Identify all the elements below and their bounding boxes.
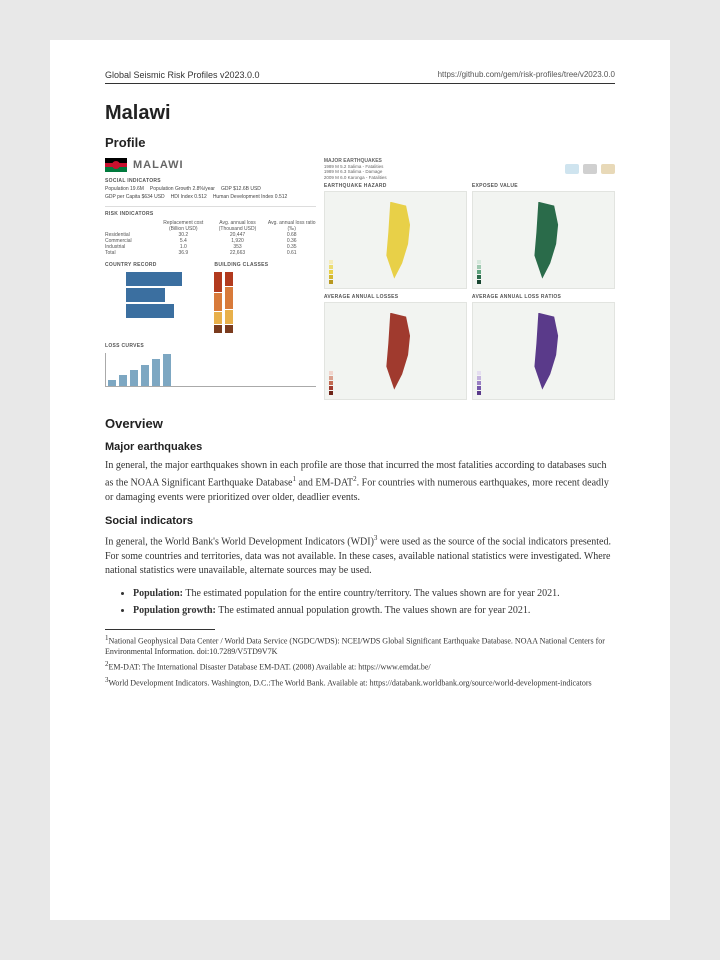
section-overview: Overview (105, 416, 615, 431)
social-indicators: SOCIAL INDICATORS Population 19.6M Popul… (105, 178, 316, 200)
map-wrap: EARTHQUAKE HAZARD (324, 183, 467, 289)
map-cell (472, 191, 615, 289)
risk-colhead: Avg. annual loss (Thousand USD) (213, 220, 261, 232)
risk-colhead: Replacement cost (Billion USD) (159, 220, 207, 232)
bullet-bold: Population: (133, 588, 183, 599)
social-ind-paragraph: In general, the World Bank's World Devel… (105, 533, 615, 579)
risk-row: Total36.922,6630.61 (105, 250, 316, 256)
building-classes: BUILDING CLASSES (214, 262, 315, 333)
map-legend (477, 260, 481, 284)
social-row: HDI Index 0.512 (171, 194, 207, 200)
country-shape (527, 313, 567, 390)
map-legend (329, 260, 333, 284)
map-title: EARTHQUAKE HAZARD (324, 183, 467, 189)
maps-grid: EARTHQUAKE HAZARD EXPOSED VALUE AVERAGE AN… (324, 183, 615, 400)
footnote-text: National Geophysical Data Center / World… (105, 636, 605, 656)
bullet-list: Population: The estimated population for… (105, 587, 615, 619)
country-shape (378, 313, 418, 390)
footnote: 2EM-DAT: The International Disaster Data… (105, 660, 615, 673)
map-cell (472, 302, 615, 400)
page-title: Malawi (105, 102, 615, 125)
footnote-text: World Development Indicators. Washington… (109, 678, 592, 687)
country-shape (378, 202, 418, 279)
logo-icon (583, 164, 597, 174)
loss-curves-title: LOSS CURVES (105, 343, 316, 349)
country-bar (105, 288, 206, 302)
text-span: and EM-DAT (296, 477, 353, 488)
maps-header: MAJOR EARTHQUAKES 1989 M 5.2 Salima - Fa… (324, 158, 615, 180)
country-record: COUNTRY RECORD (105, 262, 206, 333)
map-title: EXPOSED VALUE (472, 183, 615, 189)
footnote-text: EM-DAT: The International Disaster Datab… (109, 663, 431, 672)
bullet-bold: Population growth: (133, 605, 216, 616)
loss-bar (108, 380, 116, 386)
bullet-text: The estimated population for the entire … (183, 588, 560, 599)
map-wrap: AVERAGE ANNUAL LOSS RATIOS (472, 294, 615, 400)
risk-title: RISK INDICATORS (105, 211, 316, 217)
text-span: In general, the World Bank's World Devel… (105, 536, 374, 547)
building-class-col (225, 272, 233, 333)
social-row: Human Development Index 0.512 (213, 194, 288, 200)
map-wrap: AVERAGE ANNUAL LOSSES (324, 294, 467, 400)
loss-bar (152, 359, 160, 386)
risk-colhead: Avg. annual loss ratio (‰) (268, 220, 316, 232)
flag-icon (105, 158, 127, 172)
loss-bar (163, 354, 171, 386)
country-bar (105, 272, 206, 286)
social-row: GDP per Capita $634 USD (105, 194, 165, 200)
logo-icon (565, 164, 579, 174)
map-title: AVERAGE ANNUAL LOSS RATIOS (472, 294, 615, 300)
loss-bar (119, 375, 127, 386)
footnote: 1National Geophysical Data Center / Worl… (105, 634, 615, 658)
building-classes-title: BUILDING CLASSES (214, 262, 315, 268)
map-legend (477, 371, 481, 395)
country-record-title: COUNTRY RECORD (105, 262, 206, 268)
header-title: Global Seismic Risk Profiles v2023.0.0 (105, 70, 260, 80)
page-header: Global Seismic Risk Profiles v2023.0.0 h… (105, 70, 615, 84)
major-eq-lines: 1989 M 5.2 Salima - Fatalities 1989 M 6.… (324, 164, 387, 180)
social-indicators-list: Population 19.6M Population Growth 2.8%/… (105, 186, 316, 200)
header-link[interactable]: https://github.com/gem/risk-profiles/tre… (438, 70, 615, 80)
social-row: GDP $12.6B USD (221, 186, 261, 192)
profile-left-col: MALAWI SOCIAL INDICATORS Population 19.6… (105, 158, 316, 400)
major-eq-paragraph: In general, the major earthquakes shown … (105, 459, 615, 505)
country-bar (105, 304, 206, 318)
risk-indicators: RISK INDICATORS Replacement cost (Billio… (105, 206, 316, 256)
footnote: 3World Development Indicators. Washingto… (105, 676, 615, 689)
flag-label: MALAWI (133, 159, 184, 171)
footnote-separator (105, 629, 215, 630)
risk-rowhead (105, 220, 153, 232)
loss-curves: LOSS CURVES (105, 343, 316, 387)
loss-bar (130, 370, 138, 386)
building-class-col (214, 272, 222, 333)
map-wrap: EXPOSED VALUE (472, 183, 615, 289)
profile-right-col: MAJOR EARTHQUAKES 1989 M 5.2 Salima - Fa… (324, 158, 615, 400)
subsection-major-eq: Major earthquakes (105, 441, 615, 453)
subsection-social-ind: Social indicators (105, 515, 615, 527)
map-legend (329, 371, 333, 395)
list-item: Population: The estimated population for… (133, 587, 615, 602)
flag-row: MALAWI (105, 158, 316, 172)
bullet-text: The estimated annual population growth. … (216, 605, 531, 616)
page: Global Seismic Risk Profiles v2023.0.0 h… (50, 40, 670, 920)
social-row: Population 19.6M (105, 186, 144, 192)
loss-bar (141, 365, 149, 386)
logo-row (565, 164, 615, 174)
map-cell (324, 191, 467, 289)
list-item: Population growth: The estimated annual … (133, 604, 615, 619)
country-shape (527, 202, 567, 279)
map-cell (324, 302, 467, 400)
map-title: AVERAGE ANNUAL LOSSES (324, 294, 467, 300)
section-profile: Profile (105, 135, 615, 150)
gem-logo-icon (601, 164, 615, 174)
profile-panel: MALAWI SOCIAL INDICATORS Population 19.6… (105, 158, 615, 400)
major-eq-label: MAJOR EARTHQUAKES 1989 M 5.2 Salima - Fa… (324, 158, 387, 180)
social-indicators-title: SOCIAL INDICATORS (105, 178, 316, 184)
social-row: Population Growth 2.8%/year (150, 186, 215, 192)
